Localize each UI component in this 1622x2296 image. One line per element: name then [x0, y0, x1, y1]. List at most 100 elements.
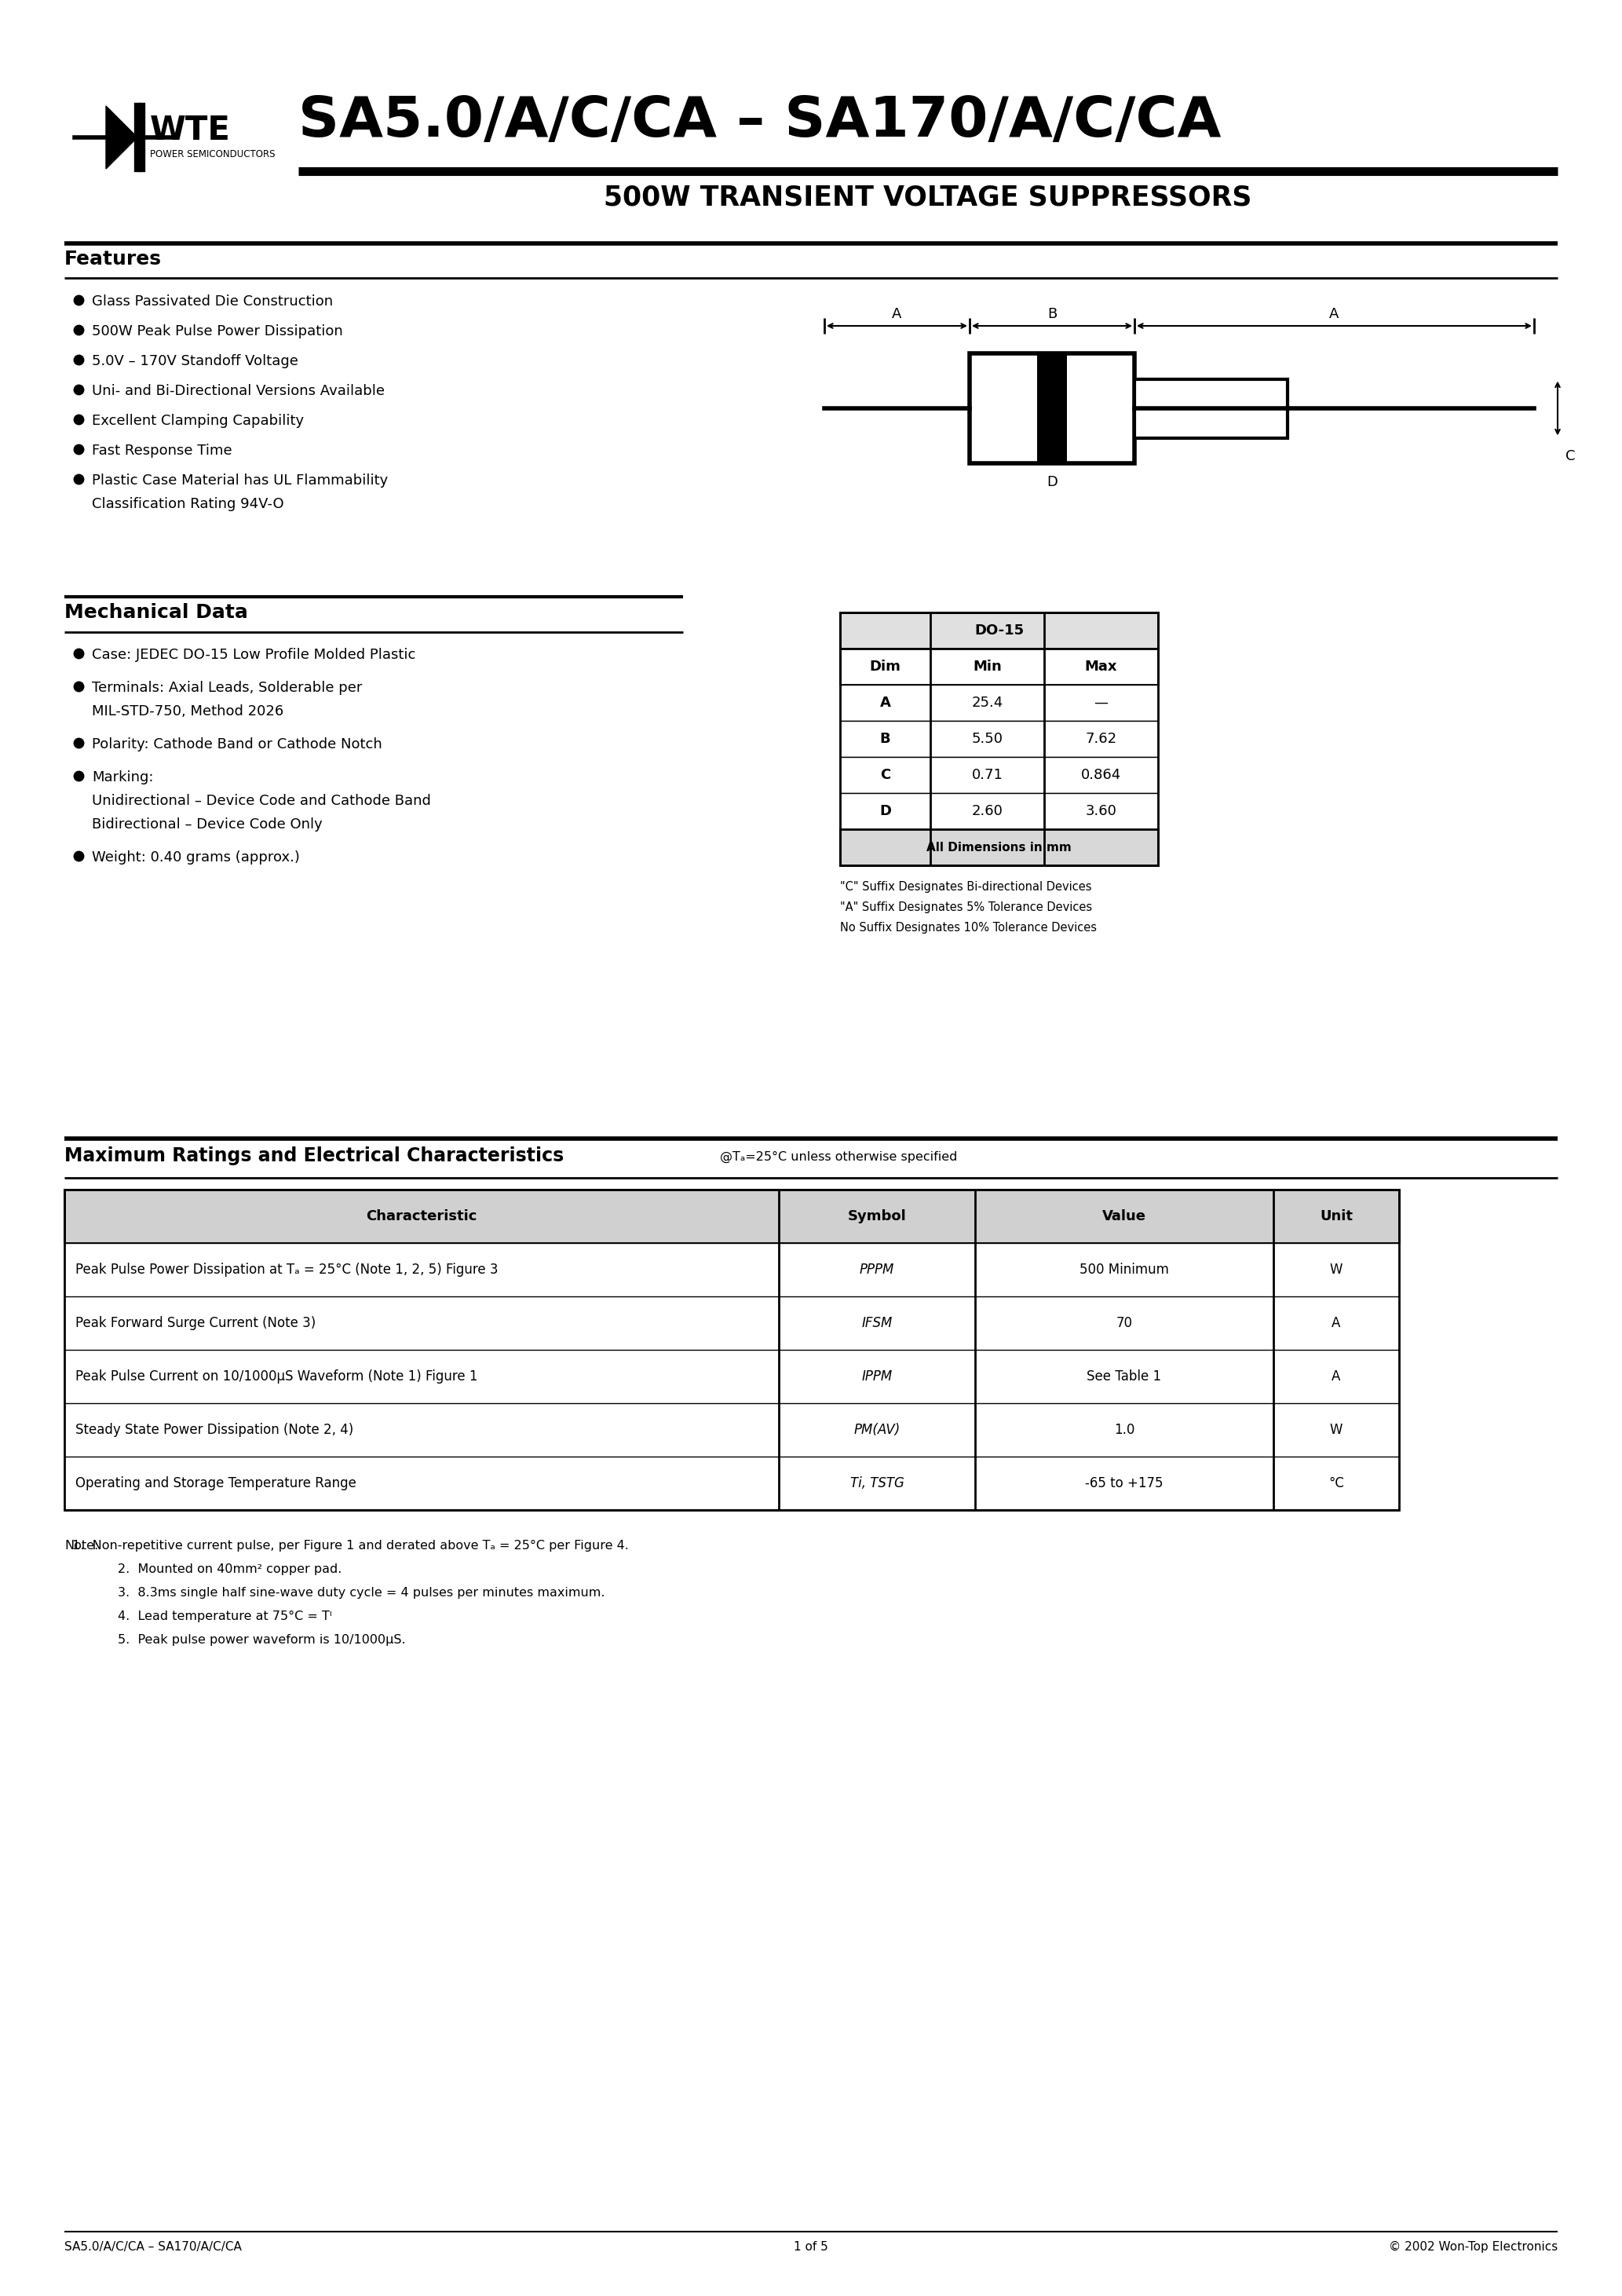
Bar — [1134, 379, 1288, 439]
Text: Ti, TSTG: Ti, TSTG — [850, 1476, 903, 1490]
Text: Peak Pulse Power Dissipation at Tₐ = 25°C (Note 1, 2, 5) Figure 3: Peak Pulse Power Dissipation at Tₐ = 25°… — [75, 1263, 498, 1277]
Text: B: B — [1048, 308, 1058, 321]
Text: 500W Peak Pulse Power Dissipation: 500W Peak Pulse Power Dissipation — [92, 324, 342, 338]
Text: 70: 70 — [1116, 1316, 1132, 1329]
Text: IFSM: IFSM — [861, 1316, 892, 1329]
Text: Plastic Case Material has UL Flammability: Plastic Case Material has UL Flammabilit… — [92, 473, 388, 487]
Text: 7.62: 7.62 — [1085, 732, 1118, 746]
Text: Unidirectional – Device Code and Cathode Band: Unidirectional – Device Code and Cathode… — [92, 794, 431, 808]
Text: Max: Max — [1085, 659, 1118, 673]
Text: "C" Suffix Designates Bi-directional Devices: "C" Suffix Designates Bi-directional Dev… — [840, 882, 1092, 893]
Text: 4.  Lead temperature at 75°C = Tᴵ: 4. Lead temperature at 75°C = Tᴵ — [118, 1609, 333, 1623]
Text: MIL-STD-750, Method 2026: MIL-STD-750, Method 2026 — [92, 705, 284, 719]
Bar — [840, 721, 1158, 758]
Text: -65 to +175: -65 to +175 — [1085, 1476, 1163, 1490]
Text: C: C — [881, 767, 890, 783]
Text: Features: Features — [65, 250, 162, 269]
Bar — [840, 829, 1158, 866]
Text: Case: JEDEC DO-15 Low Profile Molded Plastic: Case: JEDEC DO-15 Low Profile Molded Pla… — [92, 647, 415, 661]
Text: D: D — [879, 804, 890, 817]
Text: A: A — [1330, 308, 1340, 321]
Text: Excellent Clamping Capability: Excellent Clamping Capability — [92, 413, 303, 427]
Text: 3.  8.3ms single half sine-wave duty cycle = 4 pulses per minutes maximum.: 3. 8.3ms single half sine-wave duty cycl… — [118, 1587, 605, 1598]
Text: @Tₐ=25°C unless otherwise specified: @Tₐ=25°C unless otherwise specified — [720, 1150, 957, 1164]
Text: 0.71: 0.71 — [972, 767, 1002, 783]
Bar — [65, 1403, 1400, 1456]
Bar — [65, 1456, 1400, 1511]
Text: Glass Passivated Die Construction: Glass Passivated Die Construction — [92, 294, 333, 308]
Bar — [65, 1189, 1400, 1242]
Text: © 2002 Won-Top Electronics: © 2002 Won-Top Electronics — [1388, 2241, 1557, 2252]
Text: Min: Min — [973, 659, 1002, 673]
Text: —: — — [1093, 696, 1108, 709]
Text: Terminals: Axial Leads, Solderable per: Terminals: Axial Leads, Solderable per — [92, 682, 362, 696]
Text: Fast Response Time: Fast Response Time — [92, 443, 232, 457]
Text: Maximum Ratings and Electrical Characteristics: Maximum Ratings and Electrical Character… — [65, 1146, 564, 1166]
Text: WTE: WTE — [149, 115, 230, 147]
Text: A: A — [1332, 1316, 1341, 1329]
Text: Peak Pulse Current on 10/1000μS Waveform (Note 1) Figure 1: Peak Pulse Current on 10/1000μS Waveform… — [75, 1368, 478, 1384]
Text: PPPM: PPPM — [860, 1263, 894, 1277]
Text: A: A — [879, 696, 890, 709]
Text: B: B — [879, 732, 890, 746]
Bar — [1036, 354, 1067, 464]
Text: Characteristic: Characteristic — [367, 1210, 477, 1224]
Text: DO-15: DO-15 — [975, 625, 1023, 638]
Text: 1 of 5: 1 of 5 — [793, 2241, 829, 2252]
Text: Uni- and Bi-Directional Versions Available: Uni- and Bi-Directional Versions Availab… — [92, 383, 384, 397]
Bar — [840, 792, 1158, 829]
Bar — [840, 613, 1158, 866]
Text: D: D — [1046, 475, 1058, 489]
Text: Bidirectional – Device Code Only: Bidirectional – Device Code Only — [92, 817, 323, 831]
Text: Note:: Note: — [65, 1541, 99, 1552]
Text: 1.  Non-repetitive current pulse, per Figure 1 and derated above Tₐ = 25°C per F: 1. Non-repetitive current pulse, per Fig… — [73, 1541, 629, 1552]
Bar — [840, 684, 1158, 721]
Text: Classification Rating 94V-O: Classification Rating 94V-O — [92, 496, 284, 512]
Text: A: A — [892, 308, 902, 321]
Bar — [840, 613, 1158, 647]
Bar — [65, 1189, 1400, 1511]
Text: 25.4: 25.4 — [972, 696, 1002, 709]
Text: Marking:: Marking: — [92, 769, 154, 785]
Text: Weight: 0.40 grams (approx.): Weight: 0.40 grams (approx.) — [92, 850, 300, 866]
Bar — [840, 758, 1158, 792]
Text: Dim: Dim — [869, 659, 900, 673]
Text: IPPM: IPPM — [861, 1368, 892, 1384]
Text: Operating and Storage Temperature Range: Operating and Storage Temperature Range — [75, 1476, 357, 1490]
Text: 5.50: 5.50 — [972, 732, 1002, 746]
Text: 5.  Peak pulse power waveform is 10/1000μS.: 5. Peak pulse power waveform is 10/1000μ… — [118, 1635, 406, 1646]
Text: 2.60: 2.60 — [972, 804, 1002, 817]
Text: Value: Value — [1103, 1210, 1147, 1224]
Text: W: W — [1330, 1424, 1343, 1437]
Text: No Suffix Designates 10% Tolerance Devices: No Suffix Designates 10% Tolerance Devic… — [840, 923, 1096, 934]
Bar — [970, 354, 1134, 464]
Text: 0.864: 0.864 — [1080, 767, 1121, 783]
Text: 5.0V – 170V Standoff Voltage: 5.0V – 170V Standoff Voltage — [92, 354, 298, 367]
Text: 500W TRANSIENT VOLTAGE SUPPRESSORS: 500W TRANSIENT VOLTAGE SUPPRESSORS — [603, 184, 1252, 211]
Text: POWER SEMICONDUCTORS: POWER SEMICONDUCTORS — [149, 149, 276, 158]
Text: Steady State Power Dissipation (Note 2, 4): Steady State Power Dissipation (Note 2, … — [75, 1424, 354, 1437]
Text: "A" Suffix Designates 5% Tolerance Devices: "A" Suffix Designates 5% Tolerance Devic… — [840, 902, 1092, 914]
Bar — [65, 1350, 1400, 1403]
Text: °C: °C — [1328, 1476, 1345, 1490]
Bar — [65, 1242, 1400, 1297]
Text: C: C — [1565, 450, 1575, 464]
Text: 500 Minimum: 500 Minimum — [1080, 1263, 1169, 1277]
Text: Unit: Unit — [1320, 1210, 1353, 1224]
Text: All Dimensions in mm: All Dimensions in mm — [926, 840, 1072, 854]
Text: Mechanical Data: Mechanical Data — [65, 604, 248, 622]
Text: Polarity: Cathode Band or Cathode Notch: Polarity: Cathode Band or Cathode Notch — [92, 737, 383, 751]
Text: SA5.0/A/C/CA – SA170/A/C/CA: SA5.0/A/C/CA – SA170/A/C/CA — [65, 2241, 242, 2252]
Text: PM(AV): PM(AV) — [853, 1424, 900, 1437]
Text: Symbol: Symbol — [848, 1210, 907, 1224]
Text: See Table 1: See Table 1 — [1087, 1368, 1161, 1384]
Text: 3.60: 3.60 — [1085, 804, 1116, 817]
Text: A: A — [1332, 1368, 1341, 1384]
Text: 2.  Mounted on 40mm² copper pad.: 2. Mounted on 40mm² copper pad. — [118, 1564, 342, 1575]
Text: Peak Forward Surge Current (Note 3): Peak Forward Surge Current (Note 3) — [75, 1316, 316, 1329]
Bar — [840, 647, 1158, 684]
Bar — [65, 1297, 1400, 1350]
Polygon shape — [105, 106, 138, 170]
Text: W: W — [1330, 1263, 1343, 1277]
Text: SA5.0/A/C/CA – SA170/A/C/CA: SA5.0/A/C/CA – SA170/A/C/CA — [298, 94, 1221, 149]
